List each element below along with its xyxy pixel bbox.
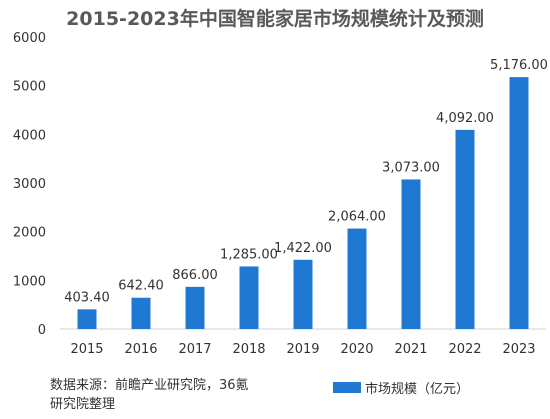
bar-2018 [239,266,259,329]
data-label-2022: 4,092.00 [436,111,494,126]
bar-2022 [455,129,475,329]
bar-2023 [509,77,529,329]
y-tick-label: 0 [38,323,46,338]
source-line-2: 研究院整理 [50,397,116,412]
x-tick-label-2022: 2022 [448,342,481,357]
bar-2015 [77,309,97,329]
x-tick-label-2020: 2020 [340,342,373,357]
data-label-2015: 403.40 [64,290,110,305]
x-tick-label-2018: 2018 [232,342,265,357]
y-tick-label: 5000 [13,80,46,95]
source-line-1: 数据来源：前瞻产业研究院，36氪 [50,378,249,393]
legend-swatch [333,382,361,393]
x-tick-label-2023: 2023 [502,342,535,357]
data-label-2020: 2,064.00 [328,210,386,225]
y-tick-label: 2000 [13,226,46,241]
y-tick-label: 6000 [13,31,46,46]
bar-series [77,77,529,329]
bar-2017 [185,286,205,329]
x-tick-label-2021: 2021 [394,342,427,357]
data-label-2017: 866.00 [172,268,218,283]
bar-2020 [347,228,367,329]
x-tick-label-2019: 2019 [286,342,319,357]
data-label-2016: 642.40 [118,279,164,294]
legend: 市场规模（亿元） [333,378,469,397]
x-tick-label-2015: 2015 [70,342,103,357]
data-label-2021: 3,073.00 [382,160,440,175]
data-label-2023: 5,176.00 [490,58,548,73]
data-label-2019: 1,422.00 [274,241,332,256]
source-note: 数据来源：前瞻产业研究院，36氪 研究院整理 [50,376,300,414]
data-labels: 403.40 642.40 866.001,285.001,422.00 2,064.… [64,58,548,305]
y-tick-label: 4000 [13,128,46,143]
data-label-2018: 1,285.00 [220,247,278,262]
y-tick-label: 1000 [13,274,46,289]
bar-2016 [131,297,151,329]
bar-2021 [401,179,421,329]
legend-label: 市场规模（亿元） [365,382,470,397]
x-tick-label-2017: 2017 [178,342,211,357]
bar-2019 [293,259,313,329]
y-axis: 0 1000 2000 3000 4000 5000 6000 [13,31,46,338]
x-tick-label-2016: 2016 [124,342,157,357]
x-axis-labels: 2015 2016 2017 2018 2019 2020 2021 2022 2023 [70,342,535,357]
chart-title: 2015-2023年中国智能家居市场规模统计及预测 [66,8,484,30]
y-tick-label: 3000 [13,177,46,192]
